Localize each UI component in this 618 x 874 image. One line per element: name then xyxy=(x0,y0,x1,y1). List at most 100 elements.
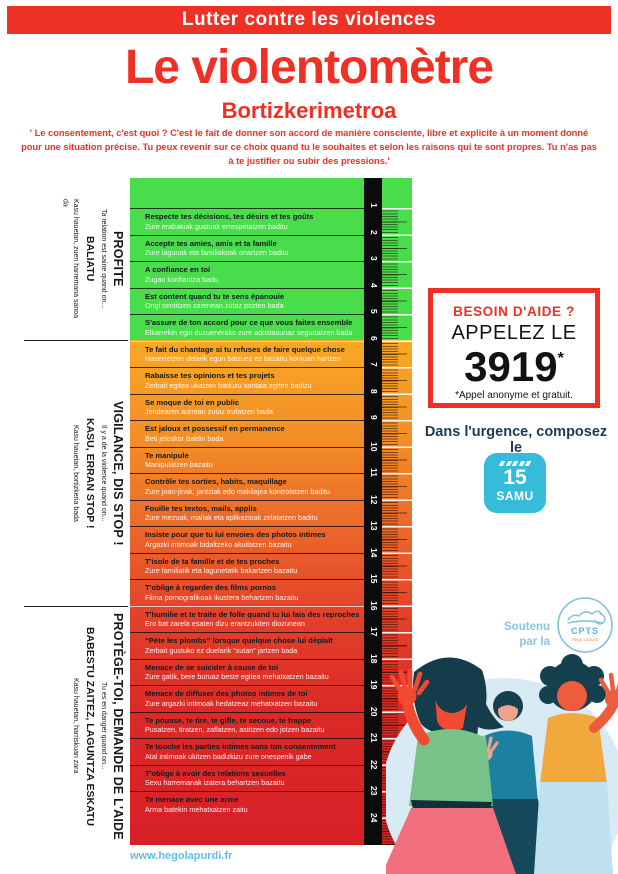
asterisk: * xyxy=(557,350,564,367)
item-text-fr: Se moque de toi en public xyxy=(145,397,240,407)
cpts-logo: CPTS Hego Lapurdi xyxy=(557,597,613,653)
meter-item: Te fait du chantage si tu refuses de fai… xyxy=(130,340,364,368)
item-text-fr: S'assure de ton accord pour ce que vous … xyxy=(145,318,353,327)
meter-item: T'oblige à avoir des relations sexuelles… xyxy=(130,764,364,792)
illustration-women-stop-icon xyxy=(386,654,618,874)
top-banner: Lutter contre les violences xyxy=(7,6,611,34)
item-text-fr: Contrôle tes sorties, habits, maquillage xyxy=(145,477,287,486)
zone-label-2: Kasu hauetan, bortizkeria bada KASU, ERRA… xyxy=(24,340,128,606)
zone-label-3: Kasu hauetan, harriskuan zara BABESTU ZAI… xyxy=(24,606,128,845)
ruler-number: 11 xyxy=(369,468,379,477)
website-link[interactable]: www.hegolapurdi.fr xyxy=(130,850,233,862)
zone-eu-title: BALIATU xyxy=(84,236,96,282)
meter-item: Te menace avec une arme Arma batekin meha… xyxy=(130,791,364,818)
ruler-number: 1 xyxy=(369,203,379,208)
ruler-number: 16 xyxy=(369,600,379,610)
item-text-eu: Sexu harremanak izatera behartzen bazait… xyxy=(145,778,285,787)
meter-item: Menace de se suicider à cause de toi Zure… xyxy=(130,658,364,686)
cpts-logo-title: CPTS xyxy=(571,626,599,636)
item-text-fr: Rabaisse tes opinions et tes projets xyxy=(145,371,275,380)
ruler-bar: 1 2 3 4 5 6 7 8 9 10 11 12 13 14 15 16 17 18 19 20 21 22 23 24 xyxy=(364,178,382,845)
help-box: BESOIN D'AIDE ? APPELEZ LE 3919* *Appel … xyxy=(428,288,600,408)
ruler-number: 15 xyxy=(369,574,379,584)
zone-fr-subtitle: Tu es en danger quand on... xyxy=(100,682,107,770)
ruler-number: 3 xyxy=(369,256,379,261)
wave-icon xyxy=(567,610,606,625)
item-text-fr: Est content quand tu te sens épanouie xyxy=(145,291,285,301)
item-text-fr: “Pète les plombs” lorsque quelque chose … xyxy=(145,636,333,645)
item-text-fr: T'humilie et te traite de folle quand tu… xyxy=(145,609,360,619)
item-text-eu: Argazki intimoak bidaltzeko akuilatzen b… xyxy=(145,539,292,549)
ruler-number: 17 xyxy=(369,627,379,637)
phone-number-text: 3919 xyxy=(464,343,558,390)
meter-item: Est jaloux et possessif en permanence Bet… xyxy=(130,420,364,447)
item-text-eu: Manipulatzen bazaitu xyxy=(145,460,213,469)
item-text-eu: Zure familiatik eta lagunetatik bakartze… xyxy=(145,566,298,575)
item-text-eu: Ongi sentitzen zarenean zutaz pozten bad… xyxy=(145,301,284,310)
meter-item: T'isole de ta famille et de tes proches Z… xyxy=(130,552,364,580)
item-text-eu: Elkarrekin egin duzuenerako zure adostas… xyxy=(145,327,353,337)
item-text-eu: Arma batekin mehatxatzen zaitu xyxy=(145,804,248,814)
meter-item: Te touche les parties intimes sans ton c… xyxy=(130,738,364,765)
item-text-eu: Zerbait egitea ukatzen baduzu xantaia eg… xyxy=(145,380,312,390)
zone-label-1: Kasu hauetan, zuen harremana sanoa da BAL… xyxy=(24,178,128,340)
ruler-number: 19 xyxy=(369,680,379,690)
ruler-number: 4 xyxy=(369,282,379,288)
ruler-number: 10 xyxy=(369,441,379,451)
item-text-eu: Atal intimoak ukitzen badizkizu zure one… xyxy=(145,751,312,761)
help-box-call-line: APPELEZ LE xyxy=(451,322,577,344)
ruler-number: 5 xyxy=(369,309,379,314)
samu-number: 15 xyxy=(503,466,527,489)
item-text-eu: Beti jeloskor baldin bada xyxy=(145,433,224,443)
ruler-number: 12 xyxy=(369,494,379,504)
zone-labels-column: Kasu hauetan, zuen harremana sanoa da BAL… xyxy=(24,178,128,845)
item-text-eu: Zure lagunak eta familiakoak onartzen ba… xyxy=(145,248,289,257)
meter-item: Insiste pour que tu lui envoies des phot… xyxy=(130,526,364,553)
item-text-fr: A confiance en toi xyxy=(145,265,211,274)
zone-eu-subtitle: Kasu hauetan, bortizkeria bada xyxy=(72,425,79,522)
item-text-eu: Zure gatik, bere buruaz beste egitea meh… xyxy=(145,672,329,681)
ruler-number: 9 xyxy=(369,415,379,420)
right-woman xyxy=(534,654,618,874)
page-title: Le violentomètre xyxy=(124,41,494,94)
item-text-fr: Te touche les parties intimes sans ton c… xyxy=(145,742,336,751)
item-text-eu: Filma pornografikoak ikustera behartzen … xyxy=(145,592,299,602)
item-text-eu: Zure erabakiak gustuak errespetatzen bad… xyxy=(145,221,288,231)
help-box-phone-number: 3919* xyxy=(433,346,595,388)
item-text-fr: Te manipule xyxy=(145,450,189,460)
ruler-number: 13 xyxy=(369,521,379,531)
meter-item: “Pète les plombs” lorsque quelque chose … xyxy=(130,632,364,659)
meter-item: Respecte tes décisions, tes désirs et te… xyxy=(130,208,364,235)
ruler-number: 24 xyxy=(369,812,379,822)
ruler-number: 18 xyxy=(369,653,379,663)
item-text-fr: Insiste pour que tu lui envoies des phot… xyxy=(145,530,326,539)
ruler-number: 23 xyxy=(369,786,379,796)
meter-item: T'humilie et te traite de folle quand tu… xyxy=(130,605,364,633)
meter-item: Se moque de toi en public Jendearen aurre… xyxy=(130,393,364,421)
item-text-eu: Zugan konfiantza badu xyxy=(145,274,219,284)
zone-eu-title: BABESTU ZAITEZ, LAGUNTZA ESKATU xyxy=(84,626,96,826)
zone-eu-subtitle: Kasu hauetan, zuen harremana sanoa da xyxy=(61,199,80,319)
meter-item: Menace de diffuser des photos intimes de… xyxy=(130,685,364,712)
ruler-number: 22 xyxy=(369,759,379,769)
item-text-fr: Fouille tes textos, mails, applis xyxy=(145,503,257,513)
meter-item: A confiance en toi Zugan konfiantza badu xyxy=(130,261,364,288)
support-text: Soutenu par la xyxy=(504,621,550,648)
meter-item: T'oblige à regarder des films pornos Film… xyxy=(130,579,364,606)
meter-item: Accepte tes amies, amis et ta famille Zur… xyxy=(130,234,364,262)
page-subtitle: Bortizkerimetroa xyxy=(221,98,397,123)
item-text-fr: Te menace avec une arme xyxy=(145,795,239,804)
meter-item: Rabaisse tes opinions et tes projets Zerb… xyxy=(130,367,364,394)
banner-text: Lutter contre les violences xyxy=(181,9,437,30)
item-text-fr: Menace de diffuser des photos intimes de… xyxy=(145,689,308,698)
zone-eu-subtitle: Kasu hauetan, harriskuan zara xyxy=(72,678,79,774)
left-woman xyxy=(386,657,516,874)
emergency-text: Dans l'urgence, composez le xyxy=(424,424,608,456)
zone-fr-title: PROTÈGE-TOI, DEMANDE DE L'AIDE xyxy=(111,612,125,840)
cpts-logo-subtitle: Hego Lapurdi xyxy=(571,637,598,642)
intro-quote: ' Le consentement, c'est quoi ? C'est le… xyxy=(21,128,597,166)
meter-item: Contrôle tes sorties, habits, maquillage… xyxy=(130,473,364,500)
zone-fr-title: PROFITE xyxy=(111,231,125,287)
ruler-number: 8 xyxy=(369,388,379,394)
